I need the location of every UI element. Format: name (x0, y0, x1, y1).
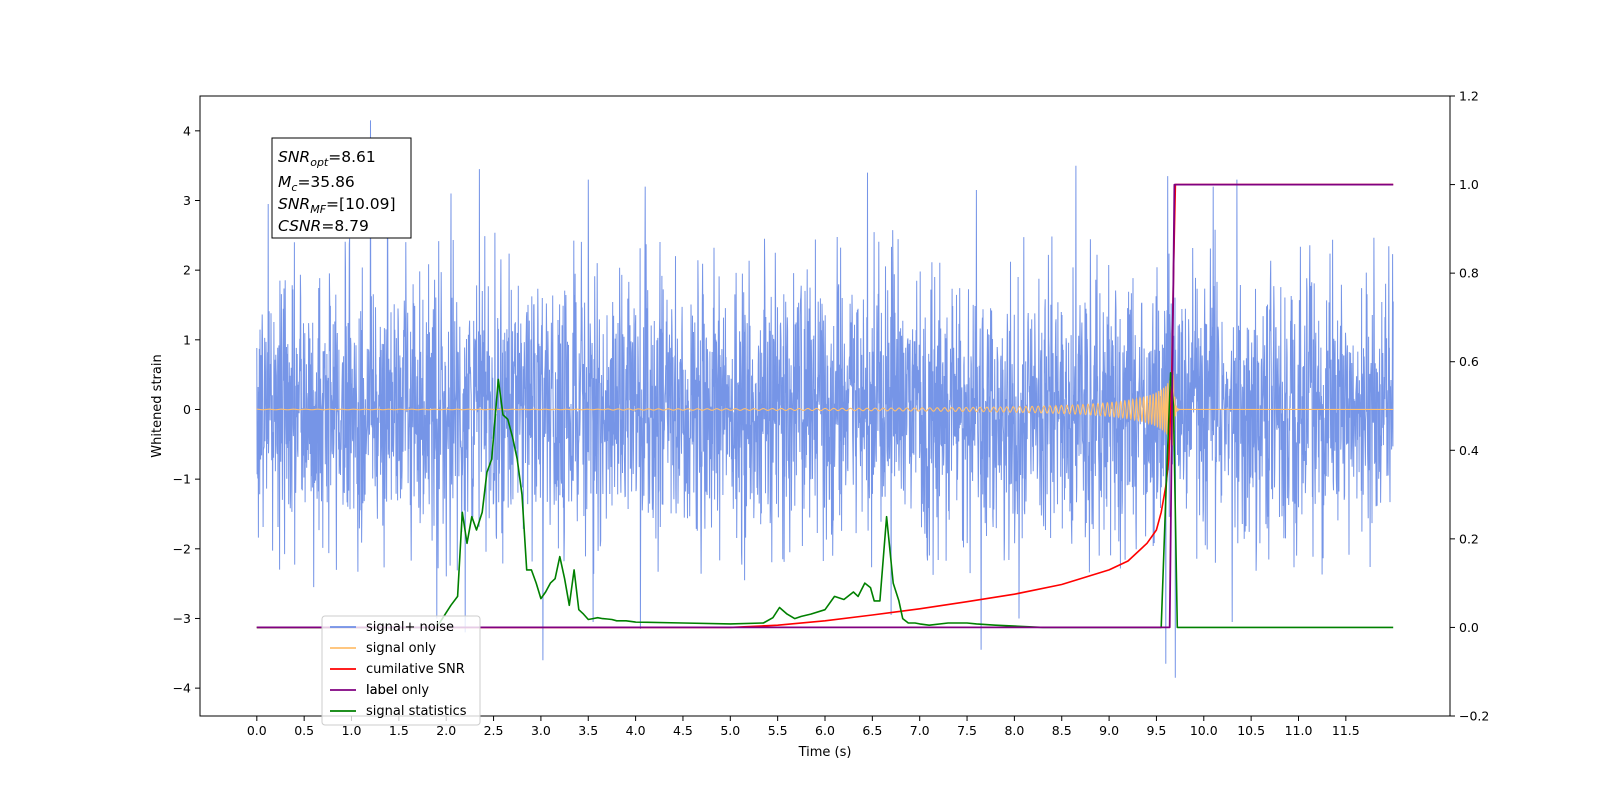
y-tick-label: 2 (183, 263, 191, 278)
info-box-frame (271, 137, 412, 239)
y-tick-label: −2 (173, 541, 191, 556)
x-tick-label: 11.0 (1285, 723, 1313, 738)
legend: label only signal+ noise signal only cumil… (321, 615, 481, 726)
series-signal-statistics-line (256, 372, 1394, 629)
y-axis-left: −4 −3 −2 −1 0 1 2 3 4 (173, 123, 200, 696)
x-tick-label: 10.0 (1190, 723, 1218, 738)
y2-tick-label: 0.8 (1459, 266, 1479, 281)
series-signal-noise-line (256, 120, 1394, 678)
x-tick-label: 2.0 (436, 723, 456, 738)
y2-tick-label: 1.2 (1459, 89, 1479, 104)
legend-label: signal only (366, 641, 436, 656)
x-tick-label: 7.5 (957, 723, 977, 738)
x-tick-label: 3.0 (531, 723, 551, 738)
x-tick-label: 7.0 (910, 723, 930, 738)
info-line: CSNR=8.79 (278, 217, 369, 235)
y2-tick-label: −0.2 (1459, 709, 1489, 724)
x-tick-label: 6.5 (862, 723, 882, 738)
y2-tick-label: 0.0 (1459, 620, 1479, 635)
legend-entries: signal+ noise signal only cumilative SNR la… (330, 620, 467, 719)
series-label-line (256, 183, 1394, 629)
x-tick-label: 4.0 (626, 723, 646, 738)
x-tick-label: 11.5 (1332, 723, 1360, 738)
x-tick-label: 1.5 (389, 723, 409, 738)
x-tick-label: 8.5 (1052, 723, 1072, 738)
x-tick-label: 10.5 (1237, 723, 1265, 738)
info-box: SNRopt=8.61 Mc=35.86SNRMF=[10.09]CSNR=8.7… (271, 137, 412, 239)
legend-label: signal+ noise (366, 620, 454, 635)
x-tick-label: 1.0 (342, 723, 362, 738)
info-line: Mc=35.86 (278, 173, 355, 194)
y2-tick-label: 0.2 (1459, 531, 1479, 546)
x-tick-label: 5.5 (768, 723, 788, 738)
y-tick-label: −1 (173, 472, 191, 487)
y2-tick-label: 0.4 (1459, 443, 1479, 458)
info-box-lines: SNRopt=8.61 Mc=35.86SNRMF=[10.09]CSNR=8.7… (278, 148, 396, 235)
x-tick-label: 2.5 (484, 723, 504, 738)
info-line: SNRopt=8.61 (278, 148, 376, 169)
y-tick-label: 1 (183, 332, 191, 347)
series-cumulative-snr-line (256, 183, 1394, 629)
x-tick-label: 9.5 (1146, 723, 1166, 738)
y-tick-label: −4 (173, 681, 191, 696)
y-tick-label: −3 (173, 611, 191, 626)
legend-label: label (366, 683, 397, 698)
x-tick-label: 4.5 (673, 723, 693, 738)
info-line: SNRMF=[10.09] (278, 195, 396, 216)
series-signal-only-line (256, 370, 1394, 446)
y2-tick-label: 0.6 (1459, 354, 1479, 369)
x-tick-label: 6.0 (815, 723, 835, 738)
y2-tick-label: 1.0 (1459, 177, 1479, 192)
x-tick-label: 0.5 (294, 723, 314, 738)
x-axis-label: Time (s) (798, 745, 852, 760)
x-tick-label: 3.5 (578, 723, 598, 738)
y-tick-label: 0 (183, 402, 191, 417)
legend-label: cumilative SNR (366, 662, 465, 677)
x-tick-label: 8.0 (1004, 723, 1024, 738)
legend-frame (321, 615, 481, 726)
x-tick-label: 0.0 (247, 723, 267, 738)
y-axis-label: Whitened strain (150, 354, 165, 457)
legend-hidden-entry: label only (366, 683, 429, 698)
x-tick-label: 9.0 (1099, 723, 1119, 738)
y-axis-right: −0.2 0.0 0.2 0.4 0.6 0.8 1.0 1.2 (1450, 89, 1489, 724)
legend-label: signal statistics (366, 704, 467, 719)
series-layer (256, 120, 1394, 678)
x-tick-label: 5.0 (720, 723, 740, 738)
x-axis: 0.0 0.5 1.0 1.5 2.0 2.5 3.0 3.5 4.0 4.5 5.0 5.5 6.0 6… (247, 716, 1360, 738)
y-tick-label: 4 (183, 123, 191, 138)
y-tick-label: 3 (183, 193, 191, 208)
